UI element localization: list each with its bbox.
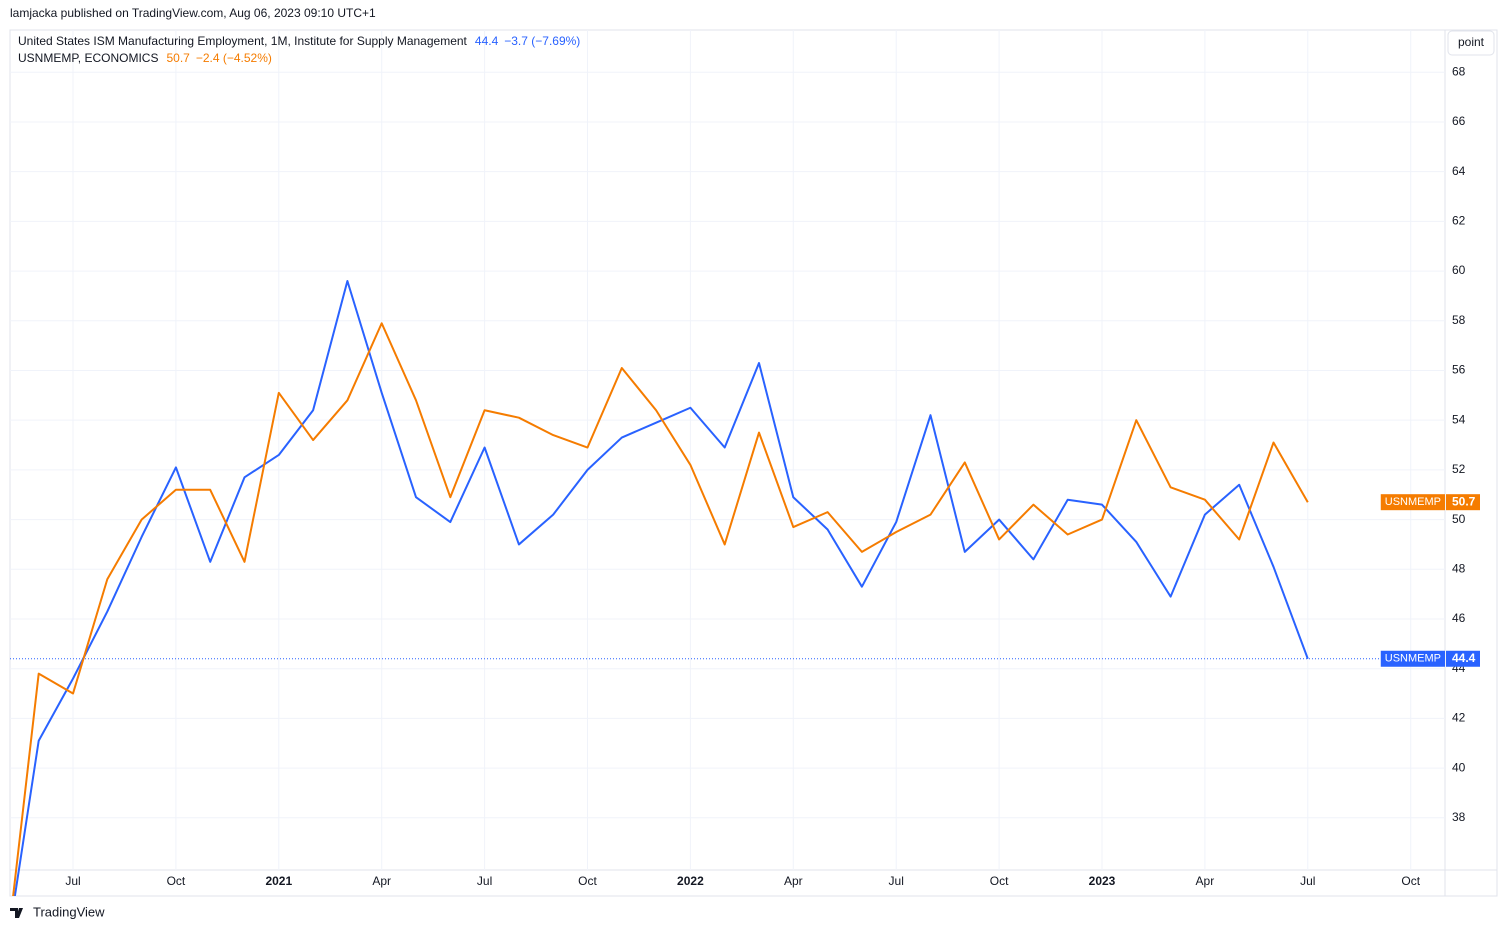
point-button[interactable] xyxy=(1447,30,1495,56)
legend-part: United States ISM Manufacturing Employme… xyxy=(18,34,468,48)
price-tag-bg xyxy=(1446,494,1480,511)
publisher: lamjacka published on TradingView.com, A… xyxy=(10,6,376,20)
price-tag: USNMEMP 44.4 xyxy=(1380,650,1480,667)
price-tag-bg xyxy=(1446,650,1480,667)
y-tick-label: 54 xyxy=(1452,412,1466,426)
x-tick-label: Jul xyxy=(65,874,80,888)
plot xyxy=(12,280,1309,896)
price-tag-bg xyxy=(1380,494,1445,511)
point-button-label[interactable]: point xyxy=(1458,35,1485,49)
y-tick-label: 50 xyxy=(1452,512,1466,526)
price-tag-value: 50.7 xyxy=(1452,494,1476,508)
y-tick-label: 66 xyxy=(1452,114,1466,128)
legend-part: −3.7 (−7.69%) xyxy=(504,34,580,48)
x-tick-label: Jul xyxy=(477,874,492,888)
frame xyxy=(9,29,1498,897)
x-tick-label: Oct xyxy=(167,874,186,888)
y-tick-label: 58 xyxy=(1452,313,1466,327)
legend-part: −2.4 (−4.52%) xyxy=(196,51,272,65)
x-tick-label: Apr xyxy=(372,874,391,888)
x-tick-label: Oct xyxy=(578,874,597,888)
x-tick-label: Apr xyxy=(1196,874,1215,888)
price-tag-name: USNMEMP xyxy=(1385,496,1441,508)
series-line xyxy=(12,322,1309,896)
x-tick-label: 2021 xyxy=(265,874,292,888)
price-tag: USNMEMP 50.7 xyxy=(1380,494,1480,511)
x-tick-label: Apr xyxy=(784,874,803,888)
y-tick-label: 48 xyxy=(1452,561,1466,575)
x-tick-label: Oct xyxy=(1401,874,1420,888)
series-line xyxy=(13,280,1309,896)
legend-entry: United States ISM Manufacturing Employme… xyxy=(18,34,580,48)
x-tick-label: 2022 xyxy=(677,874,704,888)
y-tick-label: 40 xyxy=(1452,760,1466,774)
y-tick-label: 62 xyxy=(1452,214,1466,228)
x-tick-label: Jul xyxy=(889,874,904,888)
x-tick-label: Jul xyxy=(1300,874,1315,888)
price-tag-name: USNMEMP xyxy=(1385,653,1441,665)
x-tick-label: Oct xyxy=(990,874,1009,888)
logo xyxy=(10,908,23,918)
legend-part: USNMEMP, ECONOMICS xyxy=(18,51,158,65)
price-tag-bg xyxy=(1380,650,1445,667)
y-tick-label: 46 xyxy=(1452,611,1466,625)
y-tick-label: 64 xyxy=(1452,164,1466,178)
legend-part: 44.4 xyxy=(475,34,499,48)
y-tick-label: 42 xyxy=(1452,711,1466,725)
footer-brand: TradingView xyxy=(33,904,105,919)
legend-part: 50.7 xyxy=(166,51,190,65)
y-tick-label: 60 xyxy=(1452,263,1466,277)
legend-entry: USNMEMP, ECONOMICS 50.7 −2.4 (−4.52%) xyxy=(18,51,272,65)
y-tick-label: 38 xyxy=(1452,810,1466,824)
price-tag-value: 44.4 xyxy=(1452,651,1476,665)
x-tick-label: 2023 xyxy=(1089,874,1116,888)
y-tick-label: 68 xyxy=(1452,64,1466,78)
y-tick-label: 52 xyxy=(1452,462,1466,476)
y-tick-label: 56 xyxy=(1452,363,1466,377)
